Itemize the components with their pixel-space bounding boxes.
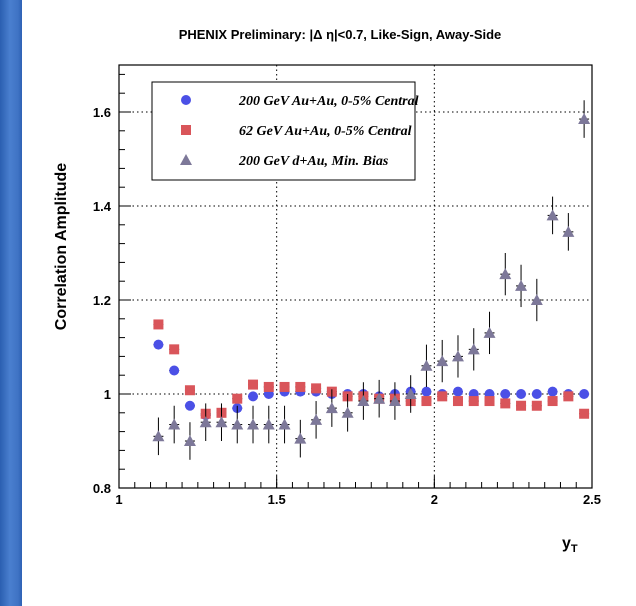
data-point [215, 416, 228, 428]
x-tick-label: 1 [115, 492, 122, 507]
data-point [516, 389, 527, 399]
data-point [421, 396, 432, 407]
data-point [295, 381, 306, 392]
data-point [452, 386, 463, 397]
data-point [531, 389, 542, 399]
data-point [421, 386, 432, 397]
data-point [263, 381, 274, 392]
data-point [184, 385, 195, 396]
data-point [468, 396, 479, 407]
legend: 200 GeV Au+Au, 0-5% Central 62 GeV Au+Au,… [151, 81, 419, 181]
x-tick-label: 1.5 [268, 492, 286, 507]
data-point [404, 388, 417, 399]
x-axis-label: yT [562, 535, 578, 555]
data-point [279, 381, 290, 392]
data-point [579, 408, 590, 419]
data-point [310, 413, 323, 425]
data-point [530, 294, 543, 305]
data-point [484, 396, 495, 407]
legend-entry: 62 GeV Au+Au, 0-5% Central [181, 124, 412, 139]
data-point [420, 359, 433, 371]
data-point [499, 268, 512, 280]
legend-label: 62 GeV Au+Au, 0-5% Central [239, 124, 412, 139]
data-point [152, 430, 165, 442]
y-axis-label: Correlation Amplitude [53, 163, 70, 331]
data-point [231, 418, 244, 430]
axis-ticks: 1 1.5 2 2.5 0.8 1 1.2 1.4 1.6 [93, 73, 601, 507]
chart-title: PHENIX Preliminary: |Δ η|<0.7, Like-Sign… [179, 27, 502, 42]
legend-label: 200 GeV d+Au, Min. Bias [238, 154, 389, 169]
data-point [294, 432, 307, 444]
data-point [500, 398, 511, 409]
data-point [247, 418, 260, 430]
data-point [341, 406, 354, 418]
data-point [311, 383, 322, 394]
data-point [562, 225, 575, 237]
data-point [278, 418, 291, 430]
data-point [184, 400, 195, 411]
data-point [436, 355, 449, 367]
data-point [500, 389, 511, 399]
data-point [467, 343, 480, 355]
data-point [248, 379, 259, 390]
legend-label: 200 GeV Au+Au, 0-5% Central [238, 94, 419, 109]
data-point [546, 209, 559, 221]
data-point [452, 396, 463, 407]
data-point [199, 416, 212, 428]
data-point [515, 279, 528, 291]
x-tick-label: 2.5 [583, 492, 601, 507]
data-point [262, 418, 275, 430]
series-3 [152, 100, 591, 460]
data-points [152, 100, 591, 460]
data-point [153, 339, 164, 350]
legend-marker [181, 125, 191, 135]
data-point [516, 400, 527, 411]
y-tick-label: 1 [104, 387, 111, 402]
data-point [388, 395, 401, 407]
data-point [483, 326, 496, 338]
data-point [578, 113, 591, 125]
legend-marker [181, 95, 191, 105]
data-point [325, 402, 338, 414]
y-tick-label: 1.4 [93, 199, 112, 214]
x-axis-label-main: y [562, 535, 571, 552]
y-tick-label: 0.8 [93, 481, 111, 496]
data-point [183, 435, 196, 446]
data-point [531, 400, 542, 411]
y-tick-label: 1.2 [93, 293, 111, 308]
grid-lines [119, 65, 592, 488]
data-point [169, 365, 180, 376]
data-point [232, 393, 243, 404]
series-2 [153, 319, 590, 419]
legend-entry: 200 GeV Au+Au, 0-5% Central [181, 94, 419, 109]
legend-entry: 200 GeV d+Au, Min. Bias [180, 154, 389, 169]
x-tick-label: 2 [431, 492, 438, 507]
data-point [168, 418, 181, 430]
x-axis-label-subscript: T [571, 543, 578, 555]
data-point [547, 386, 558, 397]
data-point [451, 350, 464, 362]
data-point [547, 396, 558, 407]
chart-panel: PHENIX Preliminary: |Δ η|<0.7, Like-Sign… [22, 0, 636, 606]
data-point [437, 391, 448, 402]
data-point [373, 392, 386, 404]
data-point [357, 395, 370, 407]
data-point [169, 344, 180, 355]
data-point [248, 391, 259, 402]
y-tick-label: 1.6 [93, 105, 111, 120]
correlation-chart: PHENIX Preliminary: |Δ η|<0.7, Like-Sign… [53, 27, 601, 555]
data-point [563, 391, 574, 402]
data-point [153, 319, 164, 330]
data-point [579, 389, 590, 399]
legend-box [151, 81, 416, 181]
legend-marker [180, 154, 192, 165]
